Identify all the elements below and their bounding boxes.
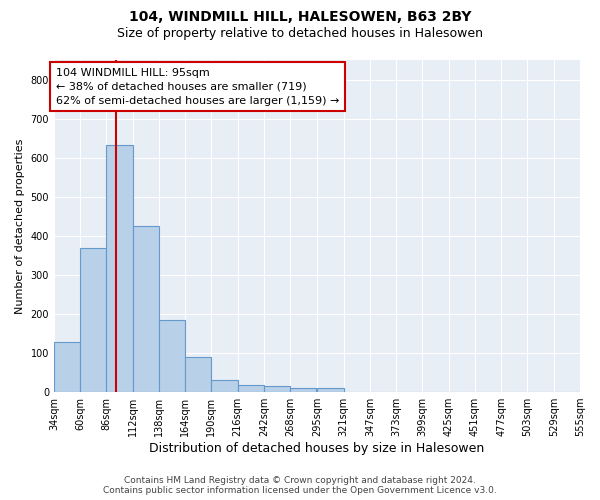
Bar [290,388,316,392]
Bar [211,380,238,392]
Bar [185,357,211,392]
Bar [238,385,264,392]
Bar [264,386,290,392]
Bar [159,320,185,392]
Text: 104 WINDMILL HILL: 95sqm
← 38% of detached houses are smaller (719)
62% of semi-: 104 WINDMILL HILL: 95sqm ← 38% of detach… [56,68,340,106]
Y-axis label: Number of detached properties: Number of detached properties [15,138,25,314]
Bar [54,342,80,392]
Text: 104, WINDMILL HILL, HALESOWEN, B63 2BY: 104, WINDMILL HILL, HALESOWEN, B63 2BY [129,10,471,24]
Text: Size of property relative to detached houses in Halesowen: Size of property relative to detached ho… [117,28,483,40]
Bar [133,226,159,392]
Bar [317,388,344,392]
X-axis label: Distribution of detached houses by size in Halesowen: Distribution of detached houses by size … [149,442,485,455]
Bar [80,248,106,392]
Bar [106,145,133,392]
Text: Contains HM Land Registry data © Crown copyright and database right 2024.
Contai: Contains HM Land Registry data © Crown c… [103,476,497,495]
